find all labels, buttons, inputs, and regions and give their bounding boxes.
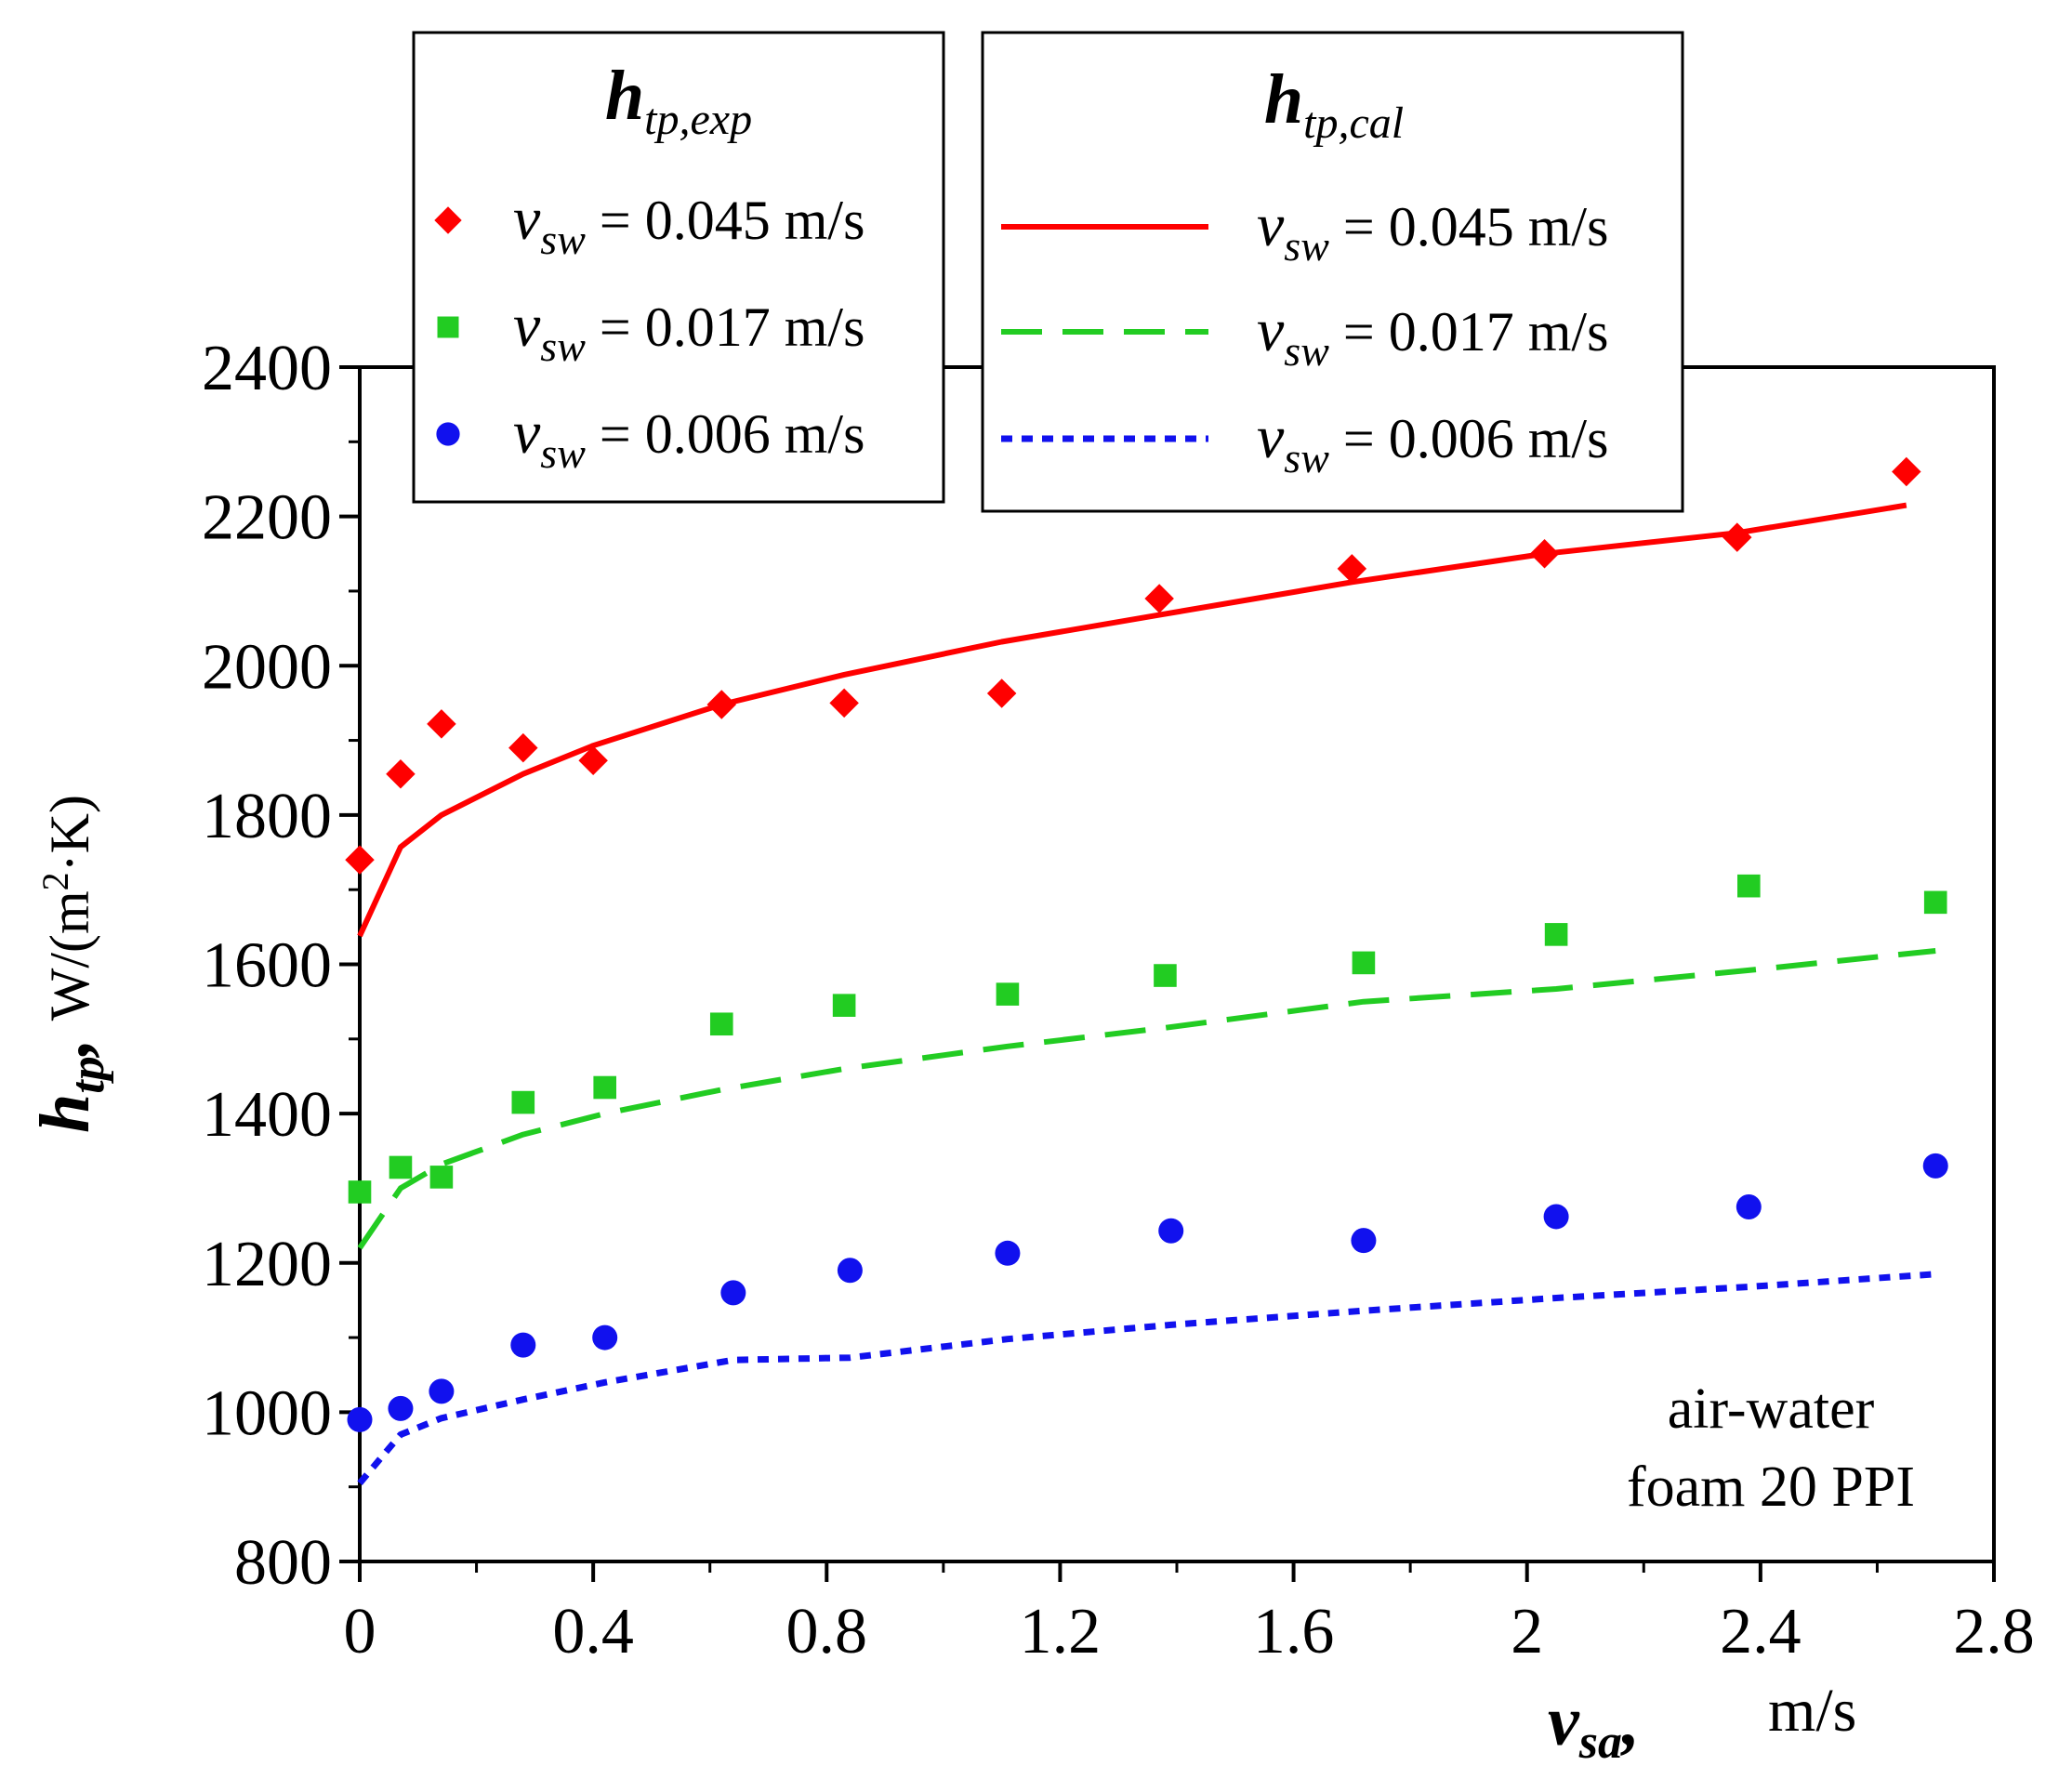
y-tick-label: 2400 [202, 333, 332, 404]
y-tick-label: 1200 [202, 1229, 332, 1300]
legend-exp-box [412, 31, 945, 504]
exp-point-series-2 [1736, 1194, 1762, 1220]
exp-point-series-1 [1923, 890, 1947, 915]
exp-point-series-1 [996, 982, 1020, 1006]
legend-cal-label-2: vsw = 0.006 m/s [1257, 403, 1608, 481]
legend-exp-label-1: vsw = 0.017 m/s [513, 292, 865, 370]
legend-cal-title: htp,cal [1264, 60, 1404, 148]
y-tick-label: 1400 [202, 1079, 332, 1151]
exp-point-series-0 [427, 709, 456, 739]
exp-point-series-1 [1737, 874, 1761, 898]
x-tick-label: 1.2 [1020, 1596, 1102, 1667]
calc-line-series-1 [357, 948, 1936, 1250]
exp-point-series-0 [386, 758, 416, 789]
exp-point-series-0 [345, 845, 375, 875]
x-axis-label: vsa, [1548, 1682, 1640, 1769]
x-axis-punct: , [1620, 1682, 1640, 1760]
legend-cal-label-0: vsw = 0.045 m/s [1257, 191, 1608, 270]
exp-point-series-1 [1544, 923, 1568, 946]
y-axis-subscript: tp [61, 1056, 114, 1093]
legend-exp-marker-0 [434, 206, 462, 234]
x-tick-labels: 0 0.4 0.8 1.2 1.6 2 2.4 2.8 [344, 1596, 2035, 1667]
y-tick-label: 1800 [202, 781, 332, 852]
exp-point-series-0 [829, 688, 859, 718]
exp-point-series-2 [1351, 1228, 1377, 1254]
legend-exp-marker-1 [437, 316, 459, 338]
exp-point-series-1 [429, 1166, 454, 1189]
x-axis-symbol: v [1548, 1682, 1580, 1760]
legend-cal-entries: vsw = 0.045 m/s vsw = 0.017 m/s vsw = 0.00… [1001, 191, 1608, 481]
exp-point-series-2 [388, 1395, 414, 1421]
annotation-line-1: air-water [1668, 1377, 1875, 1441]
x-tick-label: 2.4 [1720, 1596, 1802, 1667]
exp-point-series-0 [1892, 456, 1921, 487]
exp-point-series-0 [508, 732, 538, 763]
exp-point-series-1 [348, 1180, 372, 1204]
exp-point-series-2 [1158, 1218, 1184, 1244]
x-tick-label: 2 [1511, 1596, 1543, 1667]
y-tick-labels: 800 1000 1200 1400 1600 1800 2000 2200 2400 [202, 333, 332, 1599]
exp-point-series-2 [510, 1332, 536, 1358]
legend-exp-marker-2 [436, 422, 460, 446]
exp-point-series-2 [1543, 1204, 1569, 1230]
x-axis-subscript: sa [1578, 1716, 1622, 1769]
exp-point-series-1 [1154, 964, 1177, 987]
annotation-line-2: foam 20 PPI [1627, 1456, 1915, 1519]
y-axis-unit-suffix: ·K) [39, 795, 100, 872]
x-tick-label: 0.4 [552, 1596, 634, 1667]
y-axis-unit-sup: 2 [34, 872, 76, 890]
exp-point-series-2 [720, 1280, 746, 1306]
exp-point-series-1 [389, 1155, 413, 1179]
exp-point-series-2 [592, 1324, 618, 1351]
y-tick-label: 2000 [202, 631, 332, 703]
axis-ticks [339, 365, 1996, 1582]
exp-point-series-0 [1722, 522, 1752, 552]
legend-exp-label-2: vsw = 0.006 m/s [513, 399, 865, 477]
x-tick-label: 0.8 [786, 1596, 868, 1667]
exp-point-series-1 [593, 1075, 616, 1100]
y-tick-label: 2200 [202, 482, 332, 554]
exp-point-series-1 [511, 1090, 535, 1114]
exp-point-series-0 [578, 745, 608, 775]
svg-text:htp, W/(m2·K): htp, W/(m2·K) [26, 795, 114, 1133]
calc-line-series-2 [357, 1271, 1936, 1485]
x-tick-label: 0 [344, 1596, 376, 1667]
x-tick-label: 2.8 [1953, 1596, 2035, 1667]
experimental-markers [345, 456, 1948, 1432]
calc-line-series-0 [357, 502, 1907, 938]
legend-exp-label-0: vsw = 0.045 m/s [513, 185, 865, 263]
legend-cal-label-1: vsw = 0.017 m/s [1257, 296, 1608, 375]
y-axis-unit-prefix: W/(m [39, 890, 100, 1021]
y-axis-punct: , [26, 1038, 104, 1058]
exp-point-series-1 [1352, 951, 1376, 975]
legend-exp-title: htp,exp [605, 57, 752, 144]
y-tick-label: 1000 [202, 1377, 332, 1449]
exp-point-series-2 [429, 1378, 455, 1404]
x-axis-unit: m/s [1768, 1677, 1856, 1745]
exp-point-series-1 [832, 994, 856, 1017]
exp-point-series-2 [837, 1258, 863, 1284]
exp-point-series-2 [347, 1406, 373, 1432]
exp-point-series-0 [1337, 554, 1367, 584]
x-tick-label: 1.6 [1253, 1596, 1335, 1667]
exp-point-series-0 [1144, 584, 1174, 613]
y-tick-label: 800 [234, 1527, 332, 1599]
exp-point-series-2 [1922, 1153, 1948, 1179]
y-axis-label: htp, W/(m2·K) [26, 795, 114, 1133]
legend-exp-entries: vsw = 0.045 m/s vsw = 0.017 m/s vsw = 0.00… [434, 185, 865, 477]
exp-point-series-0 [706, 690, 737, 719]
y-tick-label: 1600 [202, 930, 332, 1002]
y-axis-symbol: h [26, 1094, 104, 1133]
exp-point-series-0 [1529, 539, 1560, 569]
exp-point-series-1 [709, 1012, 733, 1036]
legend-cal-box [981, 31, 1684, 513]
exp-point-series-0 [986, 679, 1017, 708]
exp-point-series-2 [995, 1240, 1021, 1266]
